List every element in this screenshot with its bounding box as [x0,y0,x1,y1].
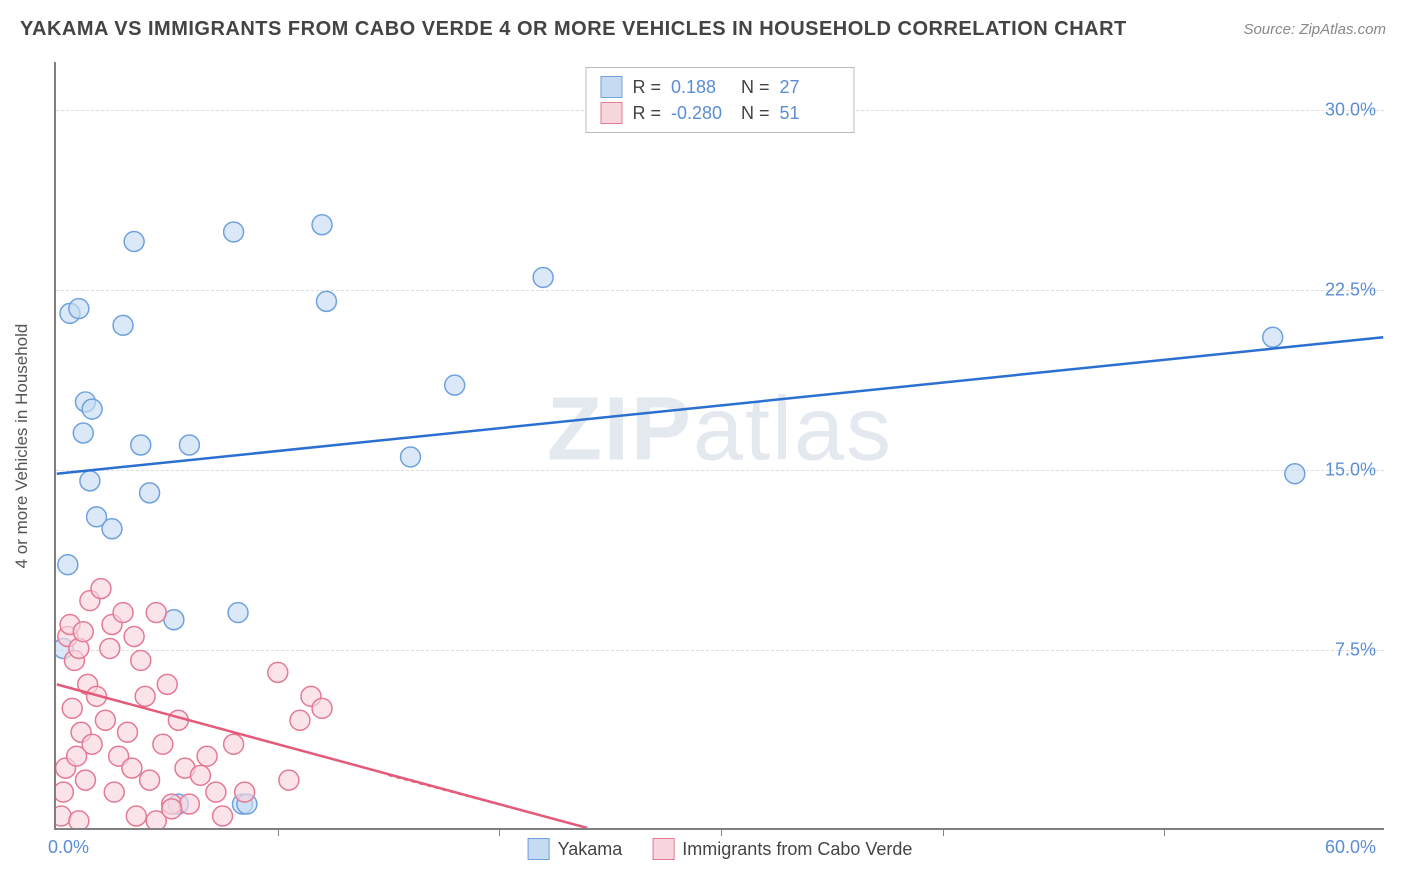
series1-swatch [600,76,622,98]
data-point [533,267,553,287]
data-point [228,603,248,623]
data-point [140,770,160,790]
legend-item-1: Yakama [528,838,623,860]
data-point [95,710,115,730]
data-point [102,519,122,539]
data-point [75,770,95,790]
data-point [153,734,173,754]
data-point [206,782,226,802]
legend-item-2: Immigrants from Cabo Verde [652,838,912,860]
legend-stats-row-1: R = 0.188 N = 27 [600,74,839,100]
x-tick [278,828,279,836]
series1-label: Yakama [558,839,623,860]
data-point [91,579,111,599]
x-tick [721,828,722,836]
data-point [124,232,144,252]
data-point [113,315,133,335]
data-point [224,222,244,242]
data-point [1263,327,1283,347]
chart-area: 4 or more Vehicles in Household ZIPatlas… [54,62,1384,830]
data-point [268,662,288,682]
data-point [73,423,93,443]
series2-label: Immigrants from Cabo Verde [682,839,912,860]
data-point [1285,464,1305,484]
data-point [56,782,73,802]
data-point [69,811,89,828]
chart-header: YAKAMA VS IMMIGRANTS FROM CABO VERDE 4 O… [0,0,1406,51]
data-point [73,622,93,642]
data-point [140,483,160,503]
data-point [179,794,199,814]
data-point [69,299,89,319]
data-point [316,291,336,311]
data-point [113,603,133,623]
data-point [80,471,100,491]
data-point [118,722,138,742]
legend-series: Yakama Immigrants from Cabo Verde [528,838,913,860]
x-tick [499,828,500,836]
chart-title: YAKAMA VS IMMIGRANTS FROM CABO VERDE 4 O… [20,18,1127,41]
series1-r-value: 0.188 [671,77,731,98]
trend-line [57,337,1384,473]
n-label: N = [741,103,770,124]
data-point [157,674,177,694]
data-point [126,806,146,826]
data-point [179,435,199,455]
data-point [190,765,210,785]
series2-swatch [600,102,622,124]
r-label: R = [632,103,661,124]
source-label: Source: ZipAtlas.com [1243,21,1386,38]
legend-stats: R = 0.188 N = 27 R = -0.280 N = 51 [585,67,854,133]
data-point [213,806,233,826]
data-point [82,399,102,419]
data-point [224,734,244,754]
series2-r-value: -0.280 [671,103,731,124]
data-point [122,758,142,778]
data-point [312,698,332,718]
data-point [312,215,332,235]
x-max-label: 60.0% [1325,837,1376,858]
data-point [131,650,151,670]
x-tick [1164,828,1165,836]
scatter-svg [56,62,1384,828]
data-point [62,698,82,718]
data-point [58,555,78,575]
data-point [135,686,155,706]
data-point [290,710,310,730]
data-point [197,746,217,766]
x-tick [943,828,944,836]
series1-swatch-bottom [528,838,550,860]
plot-region: ZIPatlas 7.5%15.0%22.5%30.0% 0.0% 60.0% … [54,62,1384,830]
series2-swatch-bottom [652,838,674,860]
r-label: R = [632,77,661,98]
data-point [445,375,465,395]
data-point [162,799,182,819]
legend-stats-row-2: R = -0.280 N = 51 [600,100,839,126]
x-origin-label: 0.0% [48,837,89,858]
data-point [131,435,151,455]
data-point [146,603,166,623]
data-point [235,782,255,802]
data-point [82,734,102,754]
series1-n-value: 27 [780,77,840,98]
data-point [104,782,124,802]
y-axis-label: 4 or more Vehicles in Household [12,324,32,569]
data-point [100,638,120,658]
series2-n-value: 51 [780,103,840,124]
n-label: N = [741,77,770,98]
data-point [401,447,421,467]
data-point [124,627,144,647]
data-point [279,770,299,790]
